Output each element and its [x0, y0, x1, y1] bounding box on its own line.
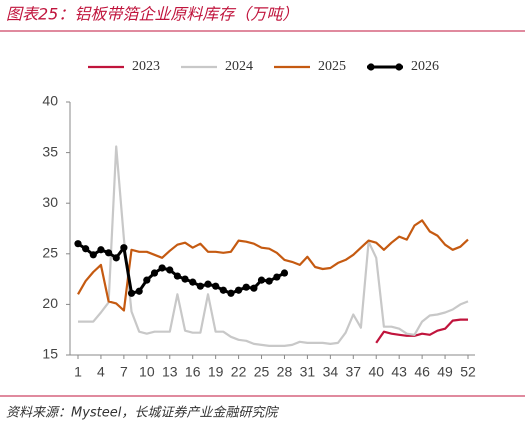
x-tick-label: 25 [254, 364, 270, 380]
point [173, 272, 182, 280]
x-tick-label: 19 [208, 364, 224, 380]
x-tick-label: 16 [185, 364, 201, 380]
point [257, 276, 266, 284]
point [158, 264, 166, 272]
x-tick-label: 13 [162, 364, 178, 380]
legend-label: 2023 [132, 59, 160, 74]
point [120, 244, 128, 252]
point [166, 266, 174, 274]
x-tick-label: 49 [437, 364, 453, 380]
point [143, 276, 151, 284]
x-tick-label: 40 [368, 364, 384, 380]
point [196, 282, 204, 290]
legend-marker [367, 63, 375, 71]
y-tick-label: 25 [42, 245, 58, 261]
y-tick-label: 15 [42, 346, 58, 362]
point [219, 286, 227, 294]
x-tick-label: 43 [391, 364, 407, 380]
x-tick-label: 7 [120, 364, 128, 380]
point [97, 246, 105, 254]
y-tick-label: 30 [42, 194, 58, 210]
series-line [77, 219, 469, 312]
point [189, 278, 197, 286]
x-tick-label: 22 [231, 364, 247, 380]
point [204, 280, 212, 288]
series-line [375, 318, 468, 344]
series-line [78, 145, 469, 347]
point [234, 286, 243, 294]
point [212, 282, 220, 290]
x-tick-label: 46 [414, 364, 430, 380]
x-tick-label: 31 [300, 364, 316, 380]
point [82, 245, 90, 253]
point [74, 240, 82, 248]
point [135, 287, 143, 295]
y-tick-label: 40 [42, 93, 58, 109]
point [181, 275, 189, 283]
point [280, 269, 289, 277]
point [273, 273, 281, 281]
legend-label: 2026 [411, 59, 439, 74]
y-tick-label: 20 [42, 295, 58, 311]
point [265, 277, 273, 285]
source: 资料来源：Mysteel，长城证券产业金融研究院 [6, 405, 279, 421]
x-tick-label: 28 [277, 364, 293, 380]
point [150, 269, 159, 277]
x-tick-label: 37 [346, 364, 362, 380]
y-tick-label: 35 [42, 143, 58, 159]
point [127, 289, 136, 297]
legend-marker [395, 63, 403, 71]
x-tick-label: 4 [97, 364, 105, 380]
point [250, 284, 258, 292]
point [242, 283, 250, 291]
point [227, 289, 235, 297]
x-tick-label: 10 [139, 364, 155, 380]
x-tick-label: 1 [74, 364, 82, 380]
chart-title: 图表25：铝板带箔企业原料库存（万吨） [6, 5, 298, 24]
legend-label: 2024 [225, 59, 253, 74]
point [104, 249, 113, 257]
series-line [77, 242, 286, 295]
x-tick-label: 34 [323, 364, 339, 380]
x-tick-label: 52 [460, 364, 476, 380]
legend-label: 2025 [318, 59, 346, 74]
point [89, 251, 97, 259]
point [112, 254, 120, 262]
